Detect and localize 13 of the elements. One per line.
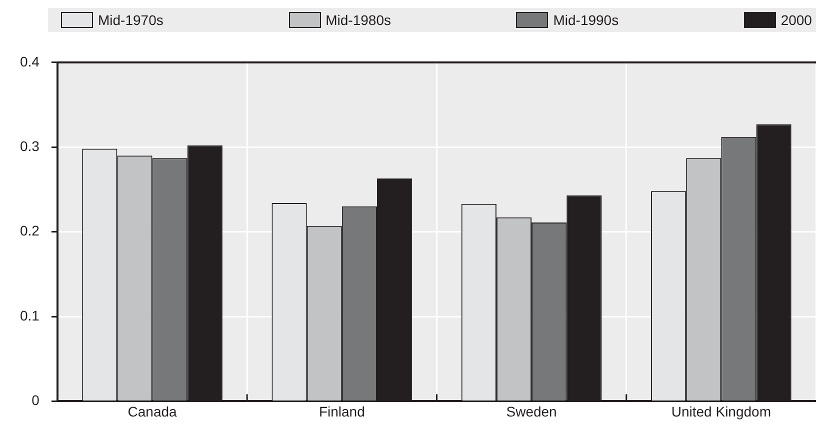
x-tick-label: Finland (318, 403, 365, 420)
y-tick-label: 0.2 (20, 222, 40, 239)
y-tick-label: 0.1 (20, 307, 40, 324)
x-tick-label: Sweden (506, 403, 557, 420)
legend-label: Mid-1990s (553, 12, 619, 28)
y-tick-label: 0.3 (20, 138, 40, 154)
y-tick-label: 0 (32, 392, 40, 408)
legend-label: Mid-1970s (98, 12, 164, 28)
legend-label: Mid-1980s (326, 12, 391, 28)
legend-label: 2000 (780, 12, 812, 28)
x-tick-label: United Kingdom (671, 403, 771, 420)
x-tick-label: Canada (128, 403, 178, 420)
y-tick-label: 0.4 (20, 53, 40, 70)
